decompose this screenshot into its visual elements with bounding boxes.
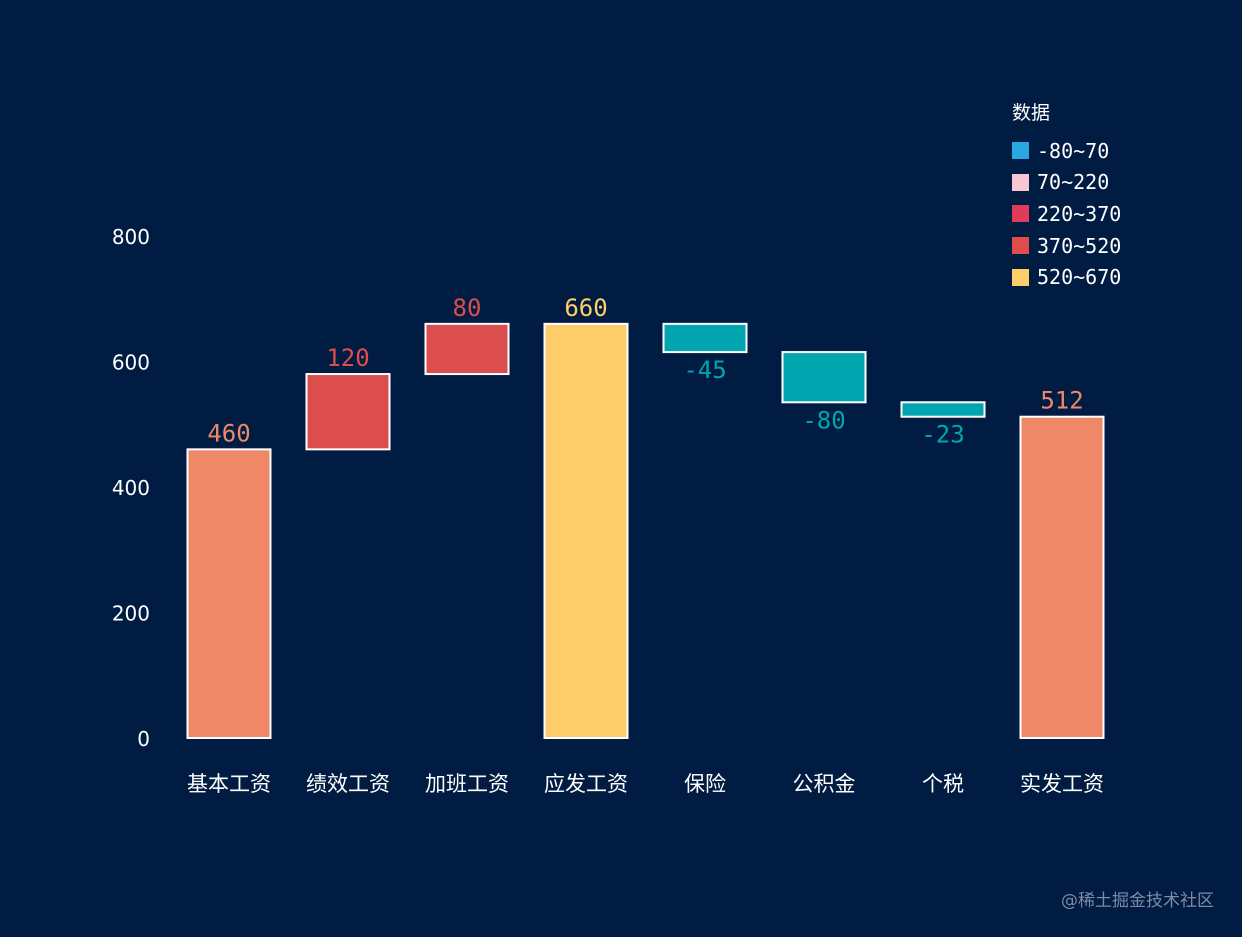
x-tick-label: 应发工资 <box>544 772 628 796</box>
legend-label: 520~670 <box>1037 265 1122 290</box>
bar <box>305 373 391 451</box>
legend-item[interactable]: 520~670 <box>1012 261 1121 293</box>
legend: 数据 -80~70 70~220 220~370 370~520 520~670 <box>1012 98 1121 293</box>
legend-label: 370~520 <box>1037 233 1122 258</box>
x-tick-label: 公积金 <box>793 772 856 796</box>
bar <box>900 401 986 418</box>
legend-item[interactable]: 70~220 <box>1012 167 1121 199</box>
data-label: -23 <box>921 421 964 449</box>
legend-title: 数据 <box>1012 102 1051 124</box>
legend-item[interactable]: 370~520 <box>1012 230 1121 262</box>
bar <box>543 322 629 739</box>
bar <box>662 322 748 354</box>
y-tick-label: 400 <box>112 476 150 500</box>
bar <box>781 351 867 404</box>
x-tick-label: 个税 <box>922 772 964 796</box>
x-tick-label: 实发工资 <box>1020 772 1104 796</box>
watermark: @稀土掘金技术社区 <box>1061 891 1214 911</box>
y-tick-label: 600 <box>112 351 150 375</box>
x-tick-label: 绩效工资 <box>306 772 390 796</box>
data-label: -45 <box>683 356 726 384</box>
y-tick-label: 0 <box>137 727 150 751</box>
data-label: 660 <box>564 294 607 322</box>
bar <box>1019 415 1105 739</box>
y-tick-label: 800 <box>112 225 150 249</box>
legend-label: -80~70 <box>1037 138 1110 163</box>
data-label: 120 <box>326 344 369 372</box>
legend-swatch <box>1012 205 1029 223</box>
legend-item[interactable]: 220~370 <box>1012 198 1121 230</box>
x-tick-label: 加班工资 <box>425 772 509 796</box>
data-label: 80 <box>453 294 482 322</box>
bar <box>186 448 272 739</box>
data-label: 460 <box>207 419 250 447</box>
legend-swatch <box>1012 173 1029 191</box>
legend-item[interactable]: -80~70 <box>1012 135 1121 167</box>
legend-label: 220~370 <box>1037 201 1122 226</box>
legend-label: 70~220 <box>1037 170 1110 195</box>
y-tick-label: 200 <box>112 602 150 626</box>
data-label: 512 <box>1040 387 1083 415</box>
legend-swatch <box>1012 237 1029 255</box>
legend-swatch <box>1012 142 1029 160</box>
bar <box>424 322 510 376</box>
legend-swatch <box>1012 268 1029 286</box>
data-label: -80 <box>802 406 845 434</box>
x-tick-label: 保险 <box>684 772 726 796</box>
x-tick-label: 基本工资 <box>187 772 271 796</box>
